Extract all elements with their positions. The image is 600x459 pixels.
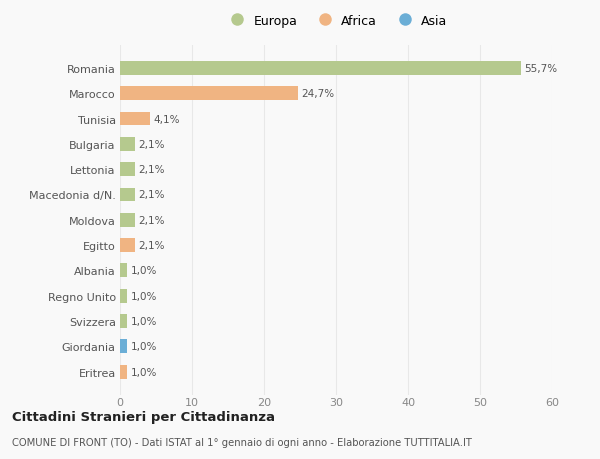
Bar [120, 188, 135, 202]
Bar [120, 314, 127, 328]
Bar [120, 62, 521, 76]
Text: 2,1%: 2,1% [139, 215, 165, 225]
Bar [120, 239, 135, 252]
Text: 2,1%: 2,1% [139, 140, 165, 150]
Text: 1,0%: 1,0% [131, 341, 157, 352]
Legend: Europa, Africa, Asia: Europa, Africa, Asia [220, 10, 452, 33]
Text: 1,0%: 1,0% [131, 291, 157, 301]
Bar [120, 289, 127, 303]
Text: Cittadini Stranieri per Cittadinanza: Cittadini Stranieri per Cittadinanza [12, 410, 275, 423]
Bar [120, 340, 127, 353]
Bar [120, 87, 298, 101]
Text: 1,0%: 1,0% [131, 266, 157, 276]
Text: COMUNE DI FRONT (TO) - Dati ISTAT al 1° gennaio di ogni anno - Elaborazione TUTT: COMUNE DI FRONT (TO) - Dati ISTAT al 1° … [12, 437, 472, 447]
Bar [120, 213, 135, 227]
Text: 2,1%: 2,1% [139, 190, 165, 200]
Text: 2,1%: 2,1% [139, 241, 165, 251]
Text: 55,7%: 55,7% [524, 64, 558, 74]
Bar [120, 112, 149, 126]
Bar [120, 163, 135, 177]
Bar [120, 138, 135, 151]
Text: 24,7%: 24,7% [301, 89, 335, 99]
Text: 1,0%: 1,0% [131, 367, 157, 377]
Text: 1,0%: 1,0% [131, 316, 157, 326]
Text: 2,1%: 2,1% [139, 165, 165, 175]
Bar [120, 365, 127, 379]
Text: 4,1%: 4,1% [153, 114, 179, 124]
Bar [120, 264, 127, 278]
